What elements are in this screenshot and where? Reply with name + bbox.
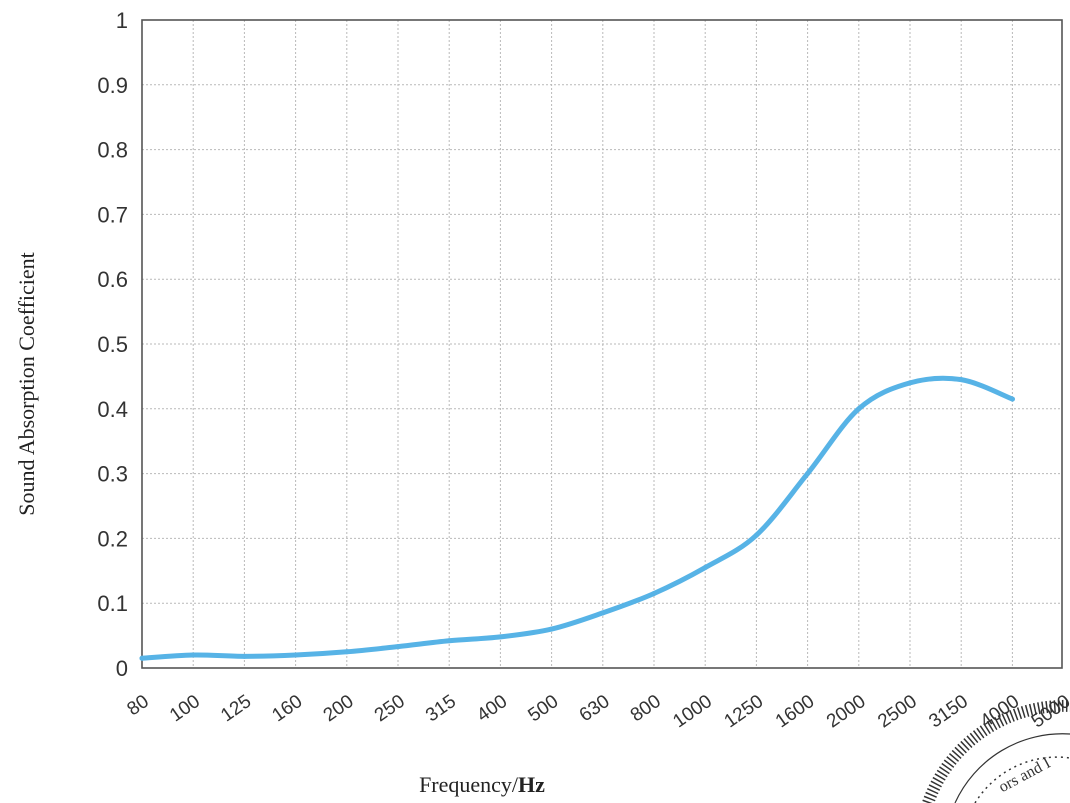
data-point (1009, 396, 1015, 402)
x-tick-label: 160 (268, 691, 306, 726)
y-tick-label: 0.5 (97, 332, 128, 357)
y-tick-label: 0.3 (97, 462, 128, 487)
y-tick-label: 0.4 (97, 397, 128, 422)
grid (142, 20, 1062, 668)
data-point (549, 626, 555, 632)
y-axis-ticks: 0 0.1 0.2 0.3 0.4 0.5 0.6 0.7 0.8 0.9 1 (97, 8, 128, 681)
x-tick-label: 200 (320, 691, 358, 726)
x-axis-label-text: Frequency/ (419, 772, 519, 797)
x-tick-label: 3150 (925, 691, 972, 732)
data-point (907, 380, 913, 386)
data-point (958, 377, 964, 383)
data-point (344, 649, 350, 655)
x-tick-label: 125 (217, 691, 255, 726)
y-tick-label: 0.9 (97, 73, 128, 98)
x-tick-label: 500 (524, 691, 562, 726)
x-tick-label: 2500 (874, 691, 921, 732)
data-point (600, 610, 606, 616)
data-point (190, 652, 196, 658)
data-point (753, 532, 759, 538)
data-point (856, 406, 862, 412)
x-tick-label: 800 (627, 691, 665, 726)
series-layer (139, 375, 1015, 661)
x-tick-label: 80 (124, 691, 153, 720)
data-point (293, 652, 299, 658)
x-tick-label: 1600 (772, 691, 819, 732)
y-tick-label: 0 (116, 656, 128, 681)
x-axis-ticks: 80 100 125 160 200 250 315 400 500 630 800 1000 1250… (124, 691, 1070, 732)
y-tick-label: 0.7 (97, 202, 128, 227)
data-point (702, 565, 708, 571)
y-tick-label: 0.6 (97, 267, 128, 292)
y-tick-label: 0.1 (97, 591, 128, 616)
x-tick-label: 250 (371, 691, 409, 726)
data-point (446, 638, 452, 644)
stamp-text: ors and I (996, 755, 1053, 796)
x-tick-label: 100 (166, 691, 204, 726)
x-tick-label: 1250 (721, 691, 768, 732)
data-point (139, 655, 145, 661)
y-tick-label: 1 (116, 8, 128, 33)
x-tick-label: 630 (576, 691, 614, 726)
x-tick-label: 400 (473, 691, 511, 726)
data-point (241, 653, 247, 659)
y-tick-label: 0.8 (97, 138, 128, 163)
data-point (805, 471, 811, 477)
data-point (651, 590, 657, 596)
data-point (395, 644, 401, 650)
x-axis-label: Frequency/Hz (419, 772, 545, 797)
x-tick-label: 2000 (823, 691, 870, 732)
data-point (497, 634, 503, 640)
x-tick-label: 315 (422, 691, 460, 726)
series-line (139, 375, 1015, 661)
x-tick-label: 1000 (669, 691, 716, 732)
x-axis-label-unit: Hz (518, 772, 545, 797)
plot-frame (141, 19, 1063, 669)
y-axis-label: Sound Absorption Coefficient (14, 252, 39, 516)
y-tick-label: 0.2 (97, 526, 128, 551)
